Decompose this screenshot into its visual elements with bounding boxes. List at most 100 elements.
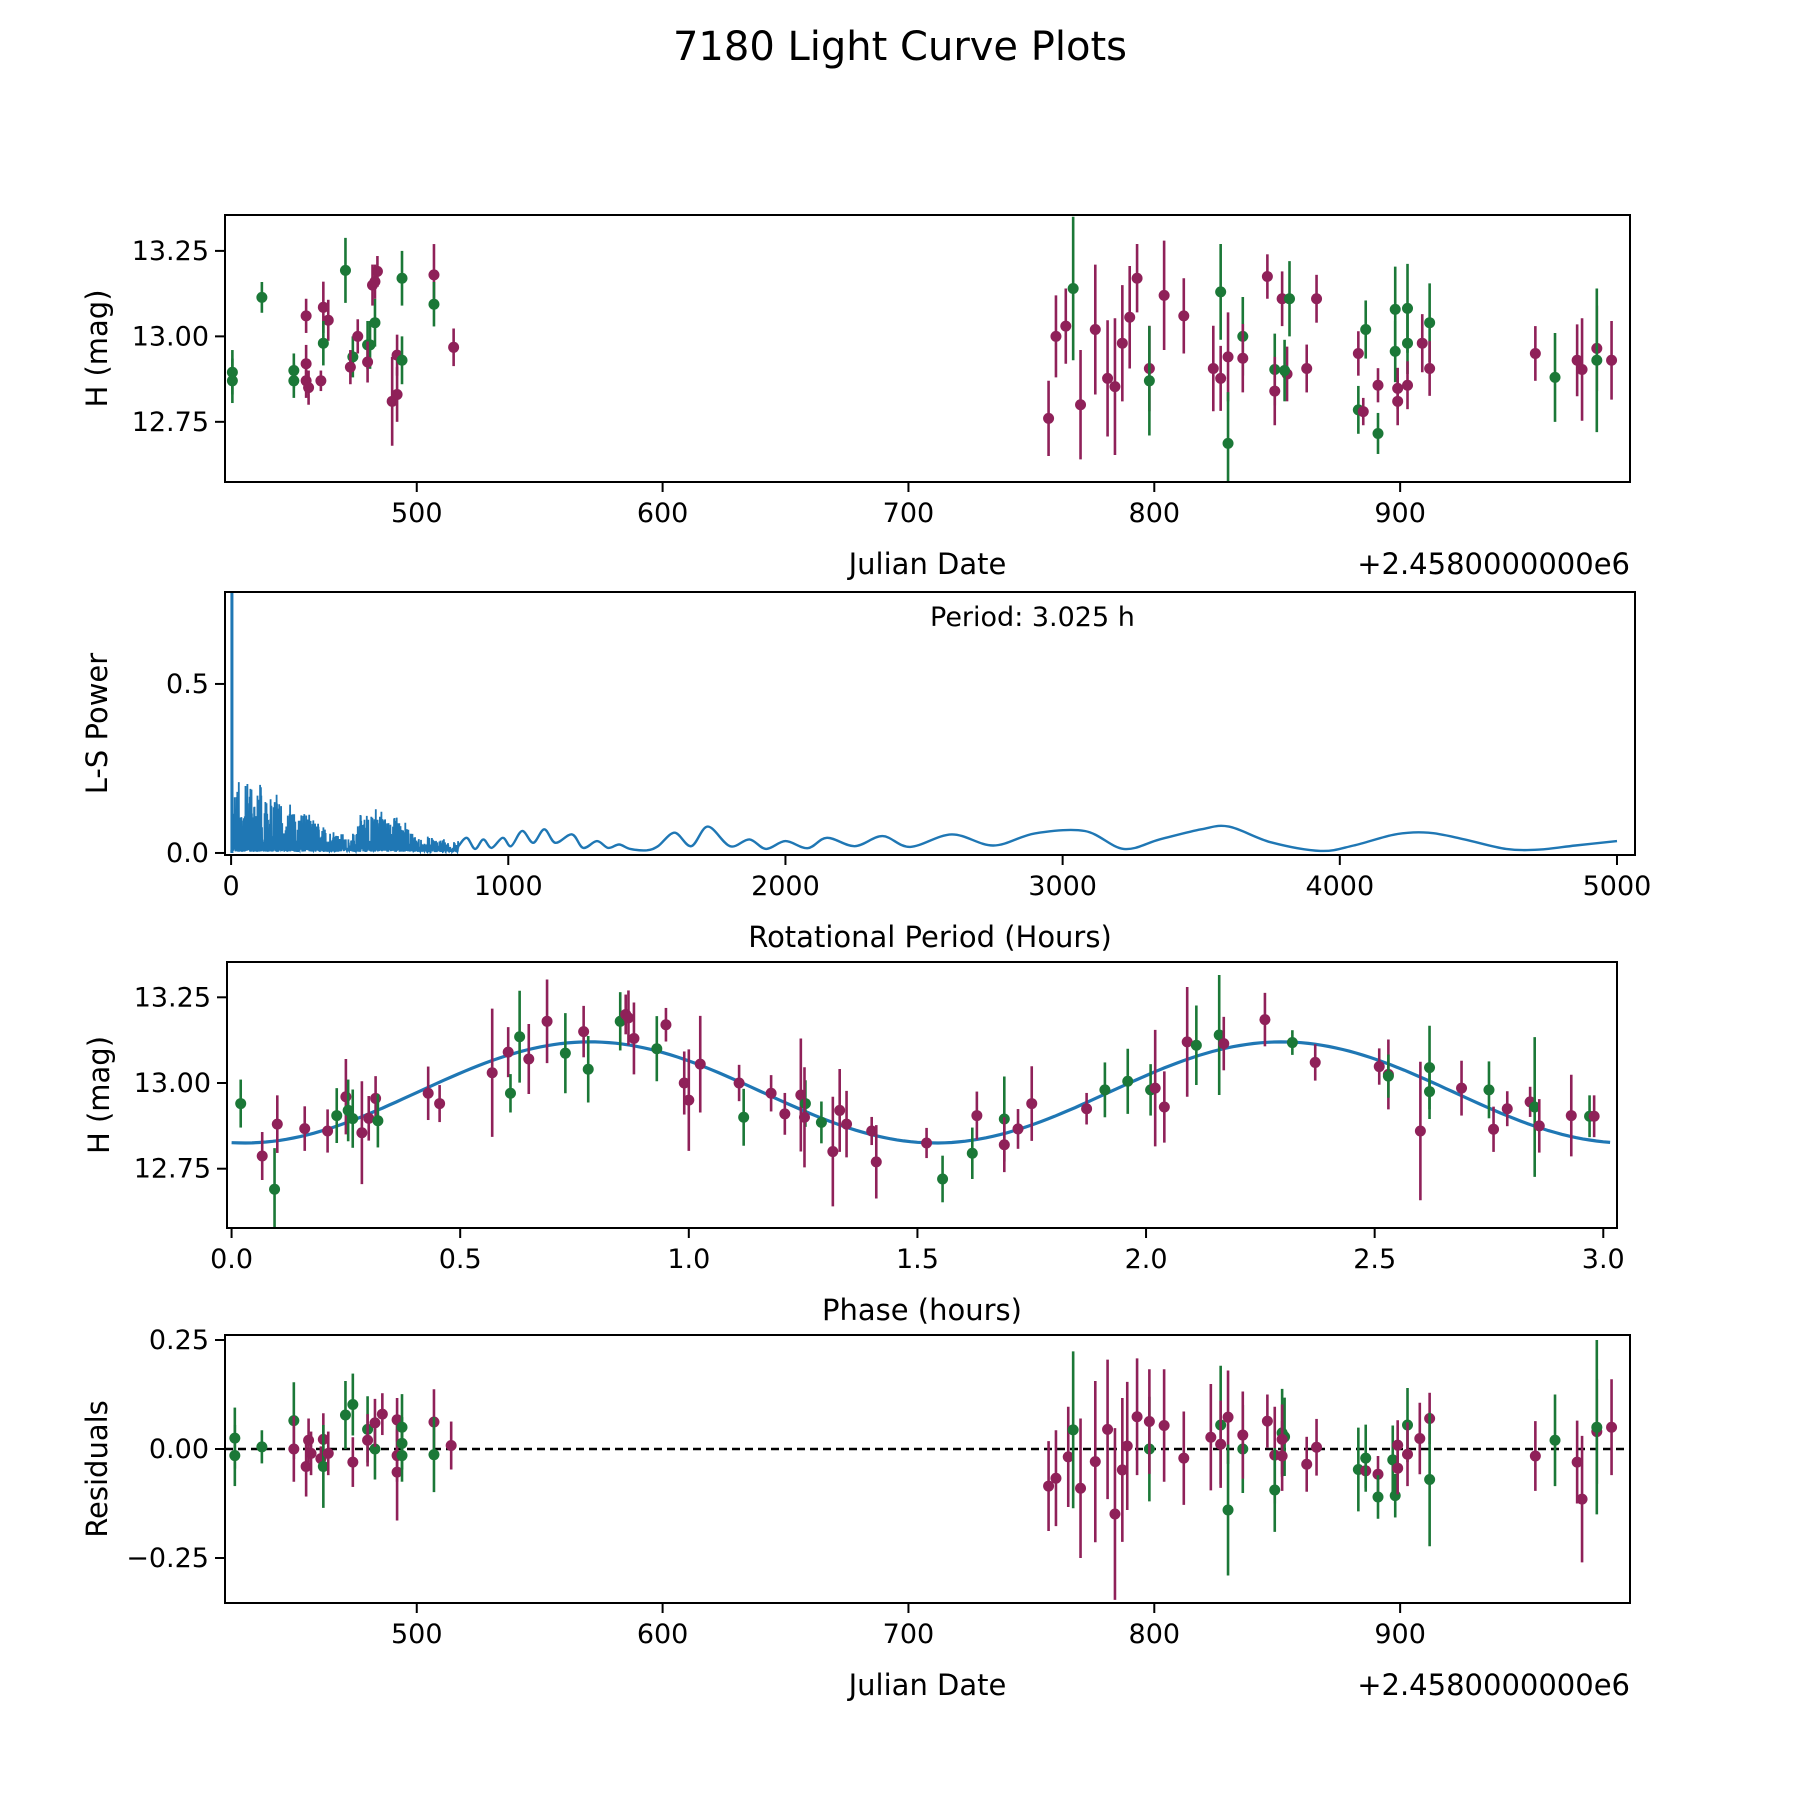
data-point bbox=[628, 1032, 640, 1044]
data-point bbox=[369, 317, 381, 329]
data-point bbox=[1392, 382, 1404, 394]
data-point bbox=[1222, 351, 1234, 363]
data-point bbox=[1389, 345, 1401, 357]
data-point bbox=[971, 1110, 983, 1122]
data-point bbox=[1043, 1480, 1055, 1492]
x-tick-label: 4000 bbox=[1305, 871, 1374, 902]
data-point bbox=[428, 1449, 440, 1461]
data-point bbox=[347, 1113, 359, 1125]
data-point bbox=[1102, 372, 1114, 384]
data-point bbox=[1122, 1075, 1134, 1087]
data-point bbox=[256, 1150, 268, 1162]
x-tick-label: 0.5 bbox=[439, 1244, 482, 1275]
data-point bbox=[363, 1112, 375, 1124]
data-point bbox=[798, 1111, 810, 1123]
period-annotation: Period: 3.025 h bbox=[930, 602, 1135, 633]
data-point bbox=[1402, 379, 1414, 391]
data-point bbox=[370, 1092, 382, 1104]
data-point bbox=[1067, 283, 1079, 295]
x-tick-label: 0.0 bbox=[210, 1244, 253, 1275]
data-point bbox=[1215, 372, 1227, 384]
jd-data-region bbox=[226, 216, 1618, 482]
data-point bbox=[1372, 427, 1384, 439]
y-tick-label: 0.25 bbox=[149, 1325, 209, 1356]
data-point bbox=[1075, 399, 1087, 411]
data-point bbox=[966, 1147, 978, 1159]
y-tick-label: 12.75 bbox=[134, 1154, 211, 1185]
y-tick-label: 0.00 bbox=[149, 1434, 209, 1465]
data-point bbox=[1416, 337, 1428, 349]
data-point bbox=[1606, 354, 1618, 366]
data-point bbox=[1089, 1456, 1101, 1468]
data-point bbox=[866, 1125, 878, 1137]
data-point bbox=[369, 1417, 381, 1429]
y-tick-label: −0.25 bbox=[126, 1543, 209, 1574]
residuals-x-axis-label: Julian Date bbox=[847, 1668, 1007, 1702]
data-point bbox=[1588, 1110, 1600, 1122]
data-point bbox=[1062, 1451, 1074, 1463]
data-point bbox=[1402, 1448, 1414, 1460]
data-point bbox=[1352, 347, 1364, 359]
data-point bbox=[651, 1043, 663, 1055]
y-tick-label: 13.00 bbox=[134, 1068, 211, 1099]
y-tick-label: 0.0 bbox=[166, 838, 209, 869]
phase-data-region bbox=[231, 975, 1611, 1228]
data-point bbox=[226, 375, 238, 387]
data-point bbox=[372, 1115, 384, 1127]
data-point bbox=[1392, 1462, 1404, 1474]
data-point bbox=[331, 1110, 343, 1122]
x-tick-label: 3.0 bbox=[1582, 1244, 1625, 1275]
data-point bbox=[1565, 1110, 1577, 1122]
data-point bbox=[322, 1125, 334, 1137]
data-point bbox=[344, 361, 356, 373]
data-point bbox=[1116, 1464, 1128, 1476]
data-point bbox=[1389, 1490, 1401, 1502]
residuals-x-axis-offset: +2.4580000000e6 bbox=[1357, 1668, 1630, 1702]
data-point bbox=[937, 1173, 949, 1185]
data-point bbox=[1311, 1441, 1323, 1453]
data-point bbox=[322, 1447, 334, 1459]
phase-y-axis-label: H (mag) bbox=[82, 1036, 116, 1154]
data-point bbox=[300, 310, 312, 322]
data-point bbox=[1143, 375, 1155, 387]
data-point bbox=[1109, 1508, 1121, 1520]
data-point bbox=[362, 356, 374, 368]
data-point bbox=[1067, 1424, 1079, 1436]
data-point bbox=[1571, 1456, 1583, 1468]
data-point bbox=[1533, 1120, 1545, 1132]
data-point bbox=[1389, 303, 1401, 315]
x-tick-label: 900 bbox=[1374, 498, 1426, 529]
jd-plot: 500 600 700 800 900 12.75 13.00 13.25 Julian Dat… bbox=[80, 214, 1631, 581]
data-point bbox=[1402, 337, 1414, 349]
x-tick-label: 1000 bbox=[474, 871, 543, 902]
data-point bbox=[1424, 362, 1436, 374]
data-point bbox=[317, 1460, 329, 1472]
data-point bbox=[1099, 1084, 1111, 1096]
x-tick-label: 800 bbox=[1129, 498, 1181, 529]
data-point bbox=[1591, 354, 1603, 366]
data-point bbox=[541, 1015, 553, 1027]
data-point bbox=[434, 1098, 446, 1110]
data-point bbox=[369, 1443, 381, 1455]
y-tick-label: 13.00 bbox=[132, 321, 209, 352]
y-tick-label: 0.5 bbox=[166, 669, 209, 700]
x-tick-label: 1.0 bbox=[667, 1244, 710, 1275]
data-point bbox=[1261, 271, 1273, 283]
data-point bbox=[1286, 1037, 1298, 1049]
data-point bbox=[1131, 272, 1143, 284]
data-point bbox=[1237, 1429, 1249, 1441]
data-point bbox=[1311, 293, 1323, 305]
x-tick-label: 800 bbox=[1129, 1619, 1181, 1650]
data-point bbox=[305, 1447, 317, 1459]
data-point bbox=[340, 1091, 352, 1103]
data-point bbox=[1205, 1431, 1217, 1443]
x-tick-label: 700 bbox=[883, 1619, 935, 1650]
data-point bbox=[303, 382, 315, 394]
residuals-axes-frame bbox=[224, 1334, 1631, 1604]
data-point bbox=[1222, 437, 1234, 449]
data-point bbox=[1012, 1123, 1024, 1135]
data-point bbox=[1060, 320, 1072, 332]
data-point bbox=[1373, 1061, 1385, 1073]
data-point bbox=[1591, 1421, 1603, 1433]
